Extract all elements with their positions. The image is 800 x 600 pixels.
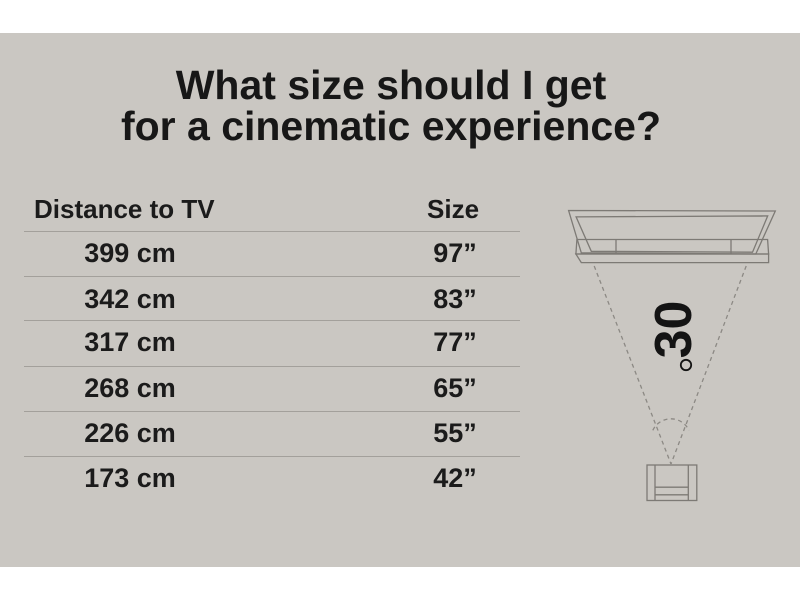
svg-text:30: 30 [645, 301, 703, 359]
